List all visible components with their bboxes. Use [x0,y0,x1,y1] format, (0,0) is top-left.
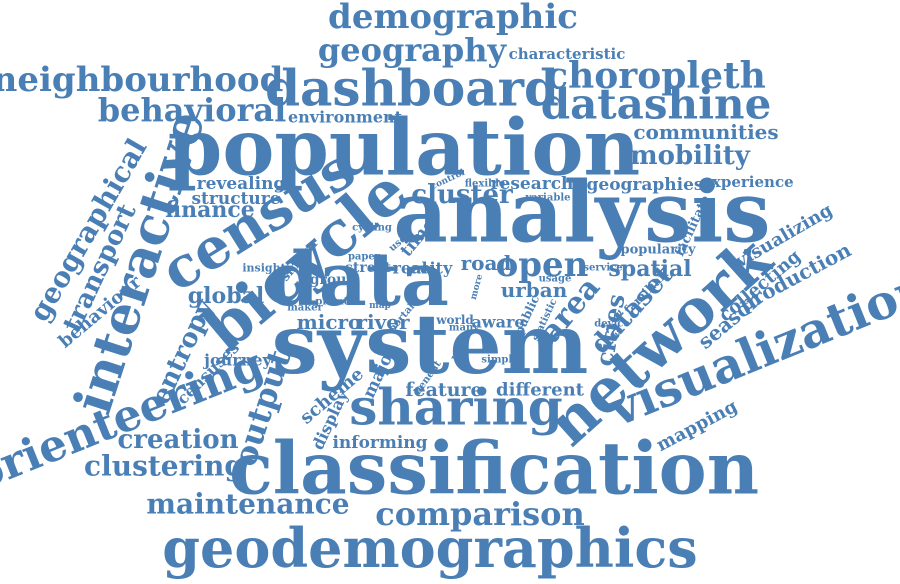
cloud-word-group: group [310,272,357,288]
cloud-word-map: map [369,301,391,311]
cloud-word-characteristic: characteristic [509,45,626,63]
cloud-word-private: private [315,297,354,308]
cloud-word-mobility: mobility [630,141,751,171]
cloud-word-paper: paper [348,252,381,263]
cloud-word-geographies: geographies [587,175,704,195]
cloud-word-comparison: comparison [375,495,584,533]
cloud-word-environment: environment [288,108,403,127]
cloud-word-geography: geography [318,31,508,69]
cloud-word-journey: journey [202,351,272,370]
cloud-word-experience: experience [702,173,793,191]
cloud-word-cycling: cycling [352,223,392,234]
cloud-word-flexible: flexible [465,179,506,190]
cloud-word-usage: usage [539,274,572,285]
cloud-word-variable: variable [525,193,571,204]
cloud-word-revealing: revealing [197,174,286,194]
cloud-word-many: many [449,323,480,334]
cloud-word-simple: simple [481,355,518,366]
cloud-word-informing: informing [332,433,427,453]
cloud-word-global: global [188,283,264,309]
cloud-word-maintenance: maintenance [146,488,349,521]
cloud-word-insight: insight [242,262,286,275]
cloud-word-road: road [461,251,512,275]
cloud-word-device: device [594,319,629,330]
cloud-word-creation: creation [117,425,238,455]
cloud-word-service: service [583,263,622,274]
cloud-word-communities: communities [633,120,778,144]
cloud-word-behavioral: behavioral [98,91,287,129]
cloud-word-different: different [496,380,585,401]
cloud-word-micro: micro [297,310,362,334]
cloud-word-city: city [420,259,453,278]
